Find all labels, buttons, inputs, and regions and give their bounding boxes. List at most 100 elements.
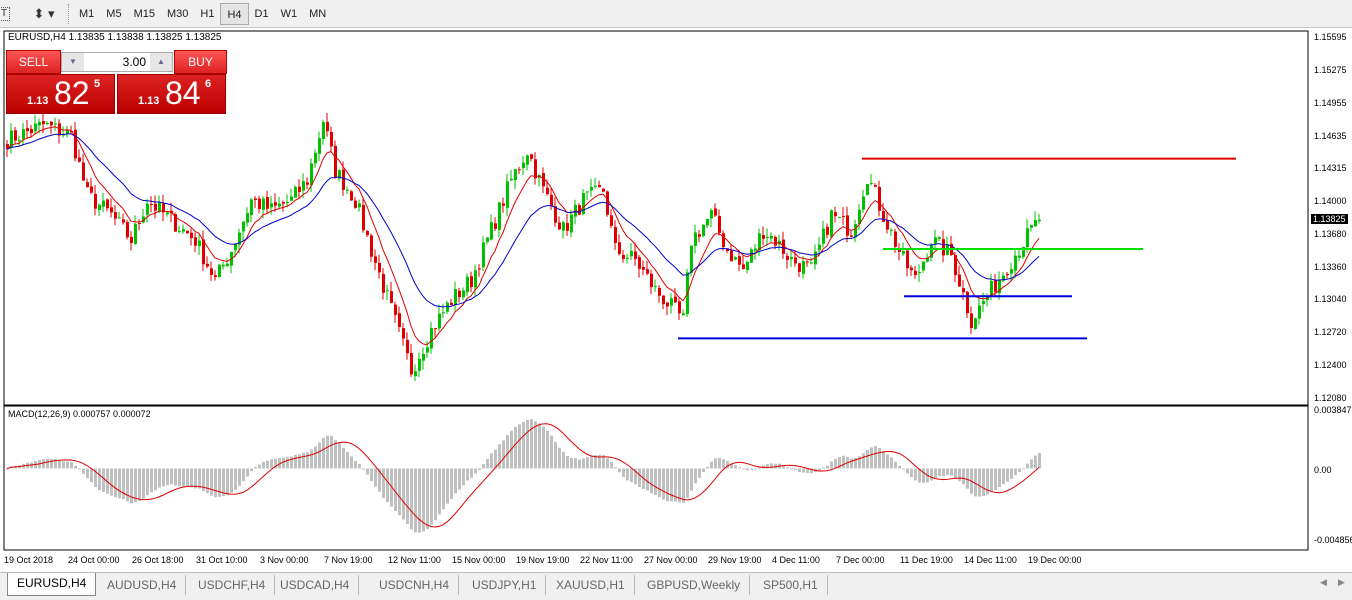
decrease-lot-icon[interactable]: ▼ [62, 53, 84, 71]
candle-body [162, 203, 165, 213]
tab-eurusd-h4[interactable]: EURUSD,H4 [7, 573, 97, 596]
lot-value[interactable]: 3.00 [122, 55, 146, 69]
macd-histogram-bar [538, 423, 541, 469]
candle-body [326, 121, 329, 132]
tab-scroll-left-icon[interactable]: ◀ [1320, 577, 1327, 587]
macd-histogram-bar [382, 468, 385, 498]
candle-body [522, 162, 525, 168]
macd-histogram-bar [602, 455, 605, 469]
draw-tools-icon[interactable]: ⬍ ▾ [33, 5, 55, 21]
timeframe-m15[interactable]: M15 [133, 7, 155, 20]
macd-histogram-bar [702, 468, 705, 473]
macd-histogram-bar [574, 458, 577, 469]
tab-scroll-right-icon[interactable]: ▶ [1338, 577, 1345, 587]
macd-histogram-bar [110, 468, 113, 496]
macd-histogram-bar [826, 465, 829, 469]
macd-histogram-bar [934, 468, 937, 479]
macd-histogram-bar [758, 466, 761, 469]
candle-body [798, 263, 801, 272]
time-tick: 7 Dec 00:00 [836, 555, 885, 565]
macd-histogram-bar [478, 468, 481, 470]
tab-sp500-h1[interactable]: SP500,H1 [754, 575, 828, 595]
candle-body [874, 185, 877, 187]
sell-price[interactable]: 1.13 82 5 [6, 74, 115, 114]
tab-usdcad-h4[interactable]: USDCAD,H4 [271, 575, 360, 595]
candle-body [650, 273, 653, 288]
candle-body [74, 129, 77, 159]
candle-body [746, 261, 749, 271]
candle-body [1022, 246, 1025, 257]
candle-body [626, 257, 629, 259]
timeframe-mn[interactable]: MN [309, 7, 327, 20]
time-tick: 31 Oct 10:00 [196, 555, 248, 565]
candle-body [590, 186, 593, 191]
candle-body [506, 181, 509, 208]
macd-histogram-bar [322, 437, 325, 469]
text-tool-icon[interactable]: T [0, 6, 10, 21]
candle-body [634, 251, 637, 259]
macd-histogram-bar [42, 459, 45, 469]
tab-usdchf-h4[interactable]: USDCHF,H4 [189, 575, 276, 595]
candle-body [370, 235, 373, 257]
macd-histogram-bar [874, 445, 877, 469]
macd-histogram-bar [894, 461, 897, 469]
macd-histogram-bar [1034, 455, 1037, 469]
timeframe-w1[interactable]: W1 [280, 7, 298, 20]
candle-body [354, 200, 357, 208]
candle-body [886, 220, 889, 230]
tab-usdjpy-h1[interactable]: USDJPY,H1 [463, 575, 547, 595]
macd-histogram-bar [54, 458, 57, 469]
macd-histogram-bar [202, 468, 205, 492]
macd-histogram-bar [74, 465, 77, 469]
timeframe-m30[interactable]: M30 [166, 7, 189, 20]
macd-histogram-bar [710, 461, 713, 469]
macd-histogram-bar [1002, 468, 1005, 485]
macd-histogram-bar [946, 468, 949, 476]
candle-body [46, 123, 49, 125]
increase-lot-icon[interactable]: ▲ [150, 53, 172, 71]
macd-histogram-bar [822, 467, 825, 469]
macd-histogram-bar [930, 468, 933, 481]
macd-label: MACD(12,26,9) 0.000757 0.000072 [8, 409, 151, 419]
sell-button[interactable]: SELL [6, 50, 61, 74]
macd-histogram-bar [522, 421, 525, 469]
candle-body [862, 196, 865, 210]
macd-histogram-bar [326, 435, 329, 469]
chart-window[interactable]: EURUSD,H4 1.13835 1.13838 1.13825 1.1382… [0, 28, 1352, 572]
candle-body [914, 270, 917, 275]
timeframe-d1[interactable]: D1 [254, 7, 269, 20]
macd-histogram-bar [870, 447, 873, 469]
buy-price[interactable]: 1.13 84 6 [117, 74, 226, 114]
timeframe-m5[interactable]: M5 [106, 7, 122, 20]
tab-gbpusd-weekly[interactable]: GBPUSD,Weekly [638, 575, 751, 595]
candle-body [166, 212, 169, 215]
candle-body [198, 240, 201, 247]
lot-size-input[interactable]: ▼ 3.00 ▲ [61, 52, 173, 72]
time-tick: 14 Dec 11:00 [964, 555, 1017, 565]
candle-body [542, 173, 545, 187]
tab-xauusd-h1[interactable]: XAUUSD,H1 [547, 575, 635, 595]
candle-body [38, 121, 41, 126]
tab-usdcnh-h4[interactable]: USDCNH,H4 [370, 575, 460, 595]
macd-histogram-bar [990, 468, 993, 492]
buy-button[interactable]: BUY [174, 50, 227, 74]
tab-audusd-h4[interactable]: AUDUSD,H4 [98, 575, 187, 595]
macd-histogram-bar [982, 468, 985, 496]
macd-histogram-bar [698, 468, 701, 478]
candle-body [954, 255, 957, 276]
timeframe-h1[interactable]: H1 [200, 7, 215, 20]
macd-histogram-bar [638, 468, 641, 487]
timeframe-h4[interactable]: H4 [220, 2, 249, 25]
timeframe-m1[interactable]: M1 [79, 7, 95, 20]
price-tick: 1.13040 [1314, 294, 1347, 305]
time-tick: 27 Nov 00:00 [644, 555, 698, 565]
macd-histogram-bar [662, 468, 665, 500]
time-tick: 19 Nov 19:00 [516, 555, 570, 565]
candle-body [934, 237, 937, 245]
candle-body [126, 222, 129, 238]
toolbar-separator [68, 3, 69, 24]
candle-body [706, 218, 709, 226]
chart-canvas[interactable] [0, 28, 1352, 572]
price-tick: 1.13360 [1314, 261, 1347, 272]
macd-histogram-bar [830, 461, 833, 469]
